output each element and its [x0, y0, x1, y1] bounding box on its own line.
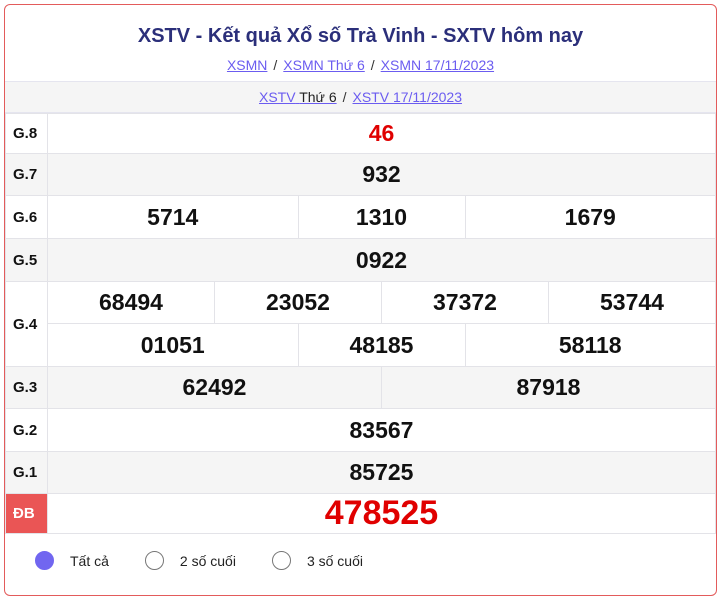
- row-g3: G.3 62492 87918: [5, 366, 716, 409]
- radio-label: Tất cả: [70, 552, 109, 569]
- prize-label: G.2: [5, 408, 48, 452]
- link-xstv-date[interactable]: XSTV 17/11/2023: [352, 89, 462, 105]
- prize-number: 0922: [47, 238, 716, 282]
- radio-selected-icon[interactable]: [35, 551, 54, 570]
- link-text: Thứ 6: [299, 89, 337, 105]
- prize-number: 48185: [297, 323, 466, 367]
- link-text: XSTV: [259, 89, 296, 105]
- prize-label: G.4: [5, 281, 48, 367]
- separator: /: [273, 57, 278, 73]
- prize-label: G.7: [5, 153, 48, 196]
- prize-number: 01051: [47, 323, 299, 367]
- results-table: G.8 46 G.7 932 G.6 5714 1310 1679 G.5 0922 G.4…: [5, 113, 716, 534]
- separator: /: [342, 89, 347, 105]
- row-g5: G.5 0922: [5, 238, 716, 282]
- prize-number: 932: [47, 153, 716, 196]
- prize-number: 53744: [548, 281, 716, 324]
- sub-links: XSTV Thứ 6 / XSTV 17/11/2023: [5, 81, 716, 113]
- prize-label: G.8: [5, 113, 48, 154]
- special-prize-number: 478525: [47, 493, 716, 534]
- prize-number: 37372: [381, 281, 549, 324]
- page-title: XSTV - Kết quả Xổ số Trà Vinh - SXTV hôm…: [137, 25, 584, 47]
- radio-empty-icon[interactable]: [271, 551, 291, 570]
- prize-label: G.3: [5, 366, 48, 409]
- breadcrumb-xsmn-date[interactable]: XSMN 17/11/2023: [380, 57, 495, 73]
- prize-label: ĐB: [5, 493, 48, 534]
- prize-number: 58118: [464, 323, 716, 367]
- prize-number: 46: [47, 113, 716, 154]
- radio-all[interactable]: Tất cả: [35, 551, 109, 570]
- prize-number: 68494: [47, 281, 215, 324]
- digit-filter: Tất cả 2 số cuối 3 số cuối: [35, 551, 399, 570]
- radio-empty-icon[interactable]: [144, 551, 164, 570]
- row-g1: G.1 85725: [5, 451, 716, 494]
- breadcrumb-xsmn-thu6[interactable]: XSMN Thứ 6: [283, 57, 365, 73]
- prize-number: 85725: [47, 451, 716, 494]
- prize-number: 1310: [297, 195, 466, 239]
- separator: /: [370, 57, 375, 73]
- radio-last-2[interactable]: 2 số cuối: [144, 551, 236, 570]
- prize-number: 83567: [47, 408, 716, 452]
- row-db: ĐB 478525: [5, 493, 716, 534]
- row-g4: G.4 68494 23052 37372 53744: [5, 281, 716, 367]
- prize-label: G.6: [5, 195, 48, 239]
- radio-label: 2 số cuối: [179, 552, 236, 569]
- row-g7: G.7 932: [5, 153, 716, 196]
- prize-number: 5714: [47, 195, 299, 239]
- prize-number: 23052: [214, 281, 382, 324]
- radio-label: 3 số cuối: [306, 552, 363, 569]
- row-g8: G.8 46: [5, 113, 716, 154]
- link-xstv-thu6[interactable]: XSTV Thứ 6: [259, 89, 337, 105]
- breadcrumb: XSMN / XSMN Thứ 6 / XSMN 17/11/2023: [5, 57, 716, 77]
- radio-last-3[interactable]: 3 số cuối: [271, 551, 363, 570]
- prize-label: G.1: [5, 451, 48, 494]
- breadcrumb-xsmn[interactable]: XSMN: [226, 57, 268, 73]
- prize-label: G.5: [5, 238, 48, 282]
- prize-number: 62492: [47, 366, 382, 409]
- row-g2: G.2 83567: [5, 408, 716, 452]
- results-card: XSTV - Kết quả Xổ số Trà Vinh - SXTV hôm…: [4, 4, 717, 596]
- prize-number: 1679: [464, 195, 716, 239]
- prize-number: 87918: [381, 366, 716, 409]
- row-g4b: 01051 48185 58118: [6, 323, 716, 367]
- row-g6: G.6 5714 1310 1679: [5, 195, 716, 239]
